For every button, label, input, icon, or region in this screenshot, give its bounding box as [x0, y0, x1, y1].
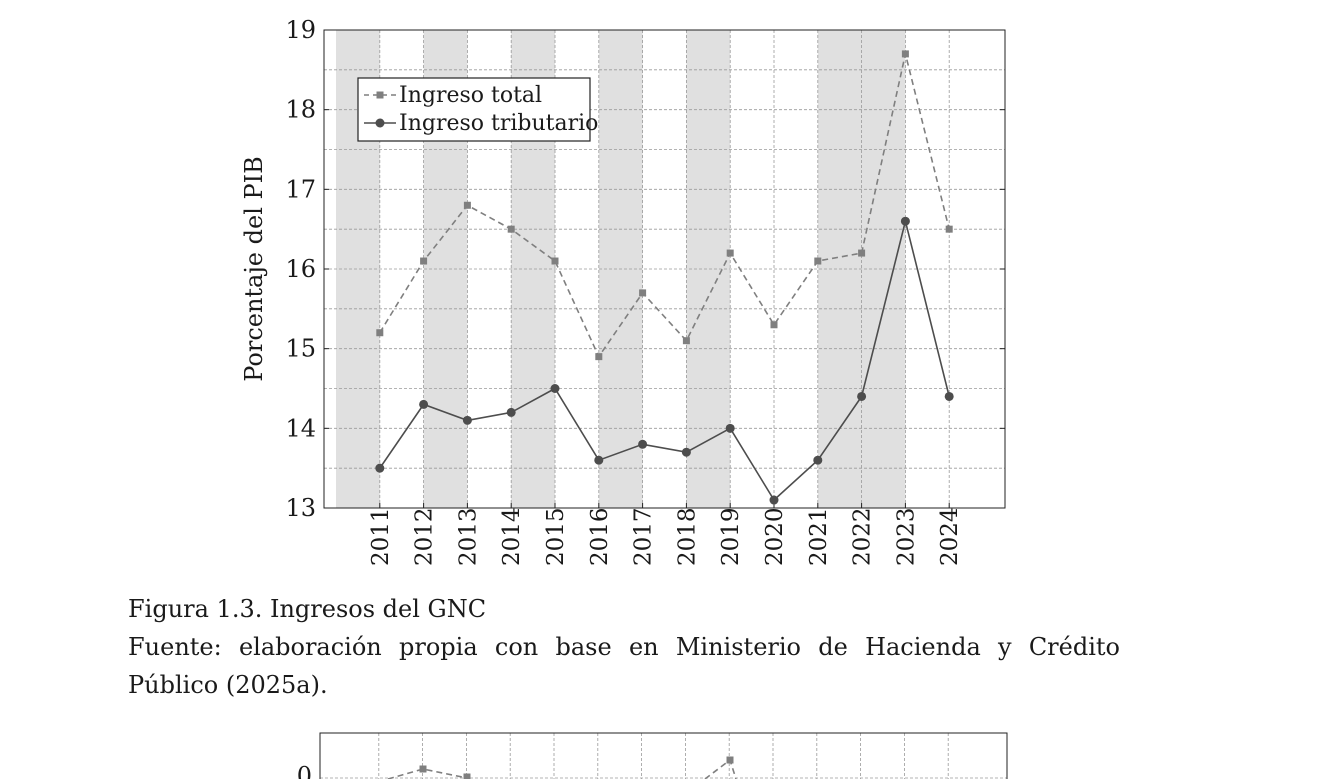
- point-ingreso-tributario-2017: [638, 439, 648, 449]
- x-tick-label-2021: 2021: [806, 507, 832, 566]
- legend-label-ingreso-total: Ingreso total: [399, 83, 542, 108]
- point-ingreso-total-2020: [770, 321, 778, 329]
- next-chart-gridlines: [320, 733, 1007, 779]
- legend: Ingreso total Ingreso tributario: [357, 77, 598, 142]
- point-ingreso-tributario-2021: [813, 455, 823, 465]
- series-layer: [375, 50, 954, 505]
- point-ingreso-total-2021: [814, 257, 822, 265]
- x-tick-label-2022: 2022: [850, 507, 876, 566]
- y-tick-label: 16: [285, 255, 316, 283]
- next-chart-partial: 0: [297, 732, 1008, 779]
- point-ingreso-total-2012: [420, 257, 428, 265]
- x-tick-label-2014: 2014: [499, 507, 525, 566]
- point-ingreso-tributario-2014: [506, 407, 516, 417]
- x-tick-label-2017: 2017: [631, 507, 657, 566]
- x-tick-label-2020: 2020: [762, 507, 788, 566]
- point-ingreso-total-2023: [901, 50, 909, 58]
- shaded-period-2018-2019: [686, 30, 731, 508]
- y-tick-label: 13: [285, 494, 316, 522]
- next-chart-line-a: [387, 768, 468, 779]
- y-axis: 13 14 15 16 17 18 19: [285, 16, 1005, 522]
- legend-marker-ingreso-tributario: [375, 118, 385, 128]
- legend-marker-ingreso-total: [376, 91, 384, 99]
- x-tick-label-2024: 2024: [937, 507, 963, 566]
- point-ingreso-total-2016: [595, 353, 603, 361]
- point-ingreso-total-2022: [858, 249, 866, 257]
- next-chart-point: [419, 765, 427, 773]
- point-ingreso-total-2019: [726, 249, 734, 257]
- point-ingreso-tributario-2020: [769, 495, 779, 505]
- figure-caption-source: Fuente: elaboración propia con base en M…: [128, 633, 1120, 699]
- x-tick-label-2012: 2012: [412, 507, 438, 566]
- next-chart-y-tick-label: 0: [297, 762, 312, 779]
- point-ingreso-total-2018: [682, 337, 690, 345]
- next-chart-point: [726, 756, 734, 764]
- x-tick-label-2019: 2019: [718, 507, 744, 566]
- x-tick-label-2013: 2013: [455, 507, 481, 566]
- point-ingreso-tributario-2011: [375, 463, 385, 473]
- point-ingreso-tributario-2022: [857, 391, 867, 401]
- point-ingreso-tributario-2018: [681, 447, 691, 457]
- next-chart-frame: [319, 732, 1008, 779]
- point-ingreso-tributario-2015: [550, 384, 560, 393]
- gridlines: [324, 30, 1005, 508]
- point-ingreso-total-2011: [376, 329, 384, 337]
- next-chart-series: [387, 756, 737, 779]
- legend-label-ingreso-tributario: Ingreso tributario: [399, 111, 598, 136]
- x-tick-label-2023: 2023: [893, 507, 919, 566]
- y-tick-label: 19: [285, 16, 316, 44]
- y-axis-label: Porcentaje del PIB: [240, 156, 268, 382]
- point-ingreso-total-2013: [463, 201, 471, 209]
- point-ingreso-tributario-2013: [462, 415, 472, 425]
- y-tick-label: 14: [285, 414, 316, 442]
- y-tick-label: 18: [285, 96, 316, 124]
- point-ingreso-tributario-2019: [725, 423, 735, 433]
- x-tick-label-2011: 2011: [368, 507, 394, 566]
- legend-frame: [357, 77, 591, 142]
- x-axis: 2011 2012 2013 2014 2015 2016 2017 2018 2019 2020…: [368, 503, 963, 566]
- series-line-ingreso-total: [379, 53, 950, 359]
- series-line-ingreso-tributario: [379, 221, 950, 502]
- point-ingreso-tributario-2023: [900, 216, 910, 226]
- point-ingreso-total-2024: [945, 225, 953, 233]
- x-tick-label-2016: 2016: [587, 507, 613, 566]
- point-ingreso-tributario-2016: [594, 455, 604, 465]
- point-ingreso-total-2015: [551, 257, 559, 265]
- y-tick-label: 17: [285, 175, 316, 203]
- figure-caption-title: Figura 1.3. Ingresos del GNC: [128, 595, 487, 623]
- x-tick-label-2018: 2018: [674, 507, 700, 566]
- point-ingreso-tributario-2012: [419, 399, 429, 409]
- point-ingreso-tributario-2024: [944, 391, 954, 401]
- x-tick-label-2015: 2015: [543, 507, 569, 566]
- point-ingreso-total-2017: [639, 289, 647, 297]
- next-chart-point: [463, 773, 471, 779]
- point-ingreso-total-2014: [507, 225, 515, 233]
- y-tick-label: 15: [285, 335, 316, 363]
